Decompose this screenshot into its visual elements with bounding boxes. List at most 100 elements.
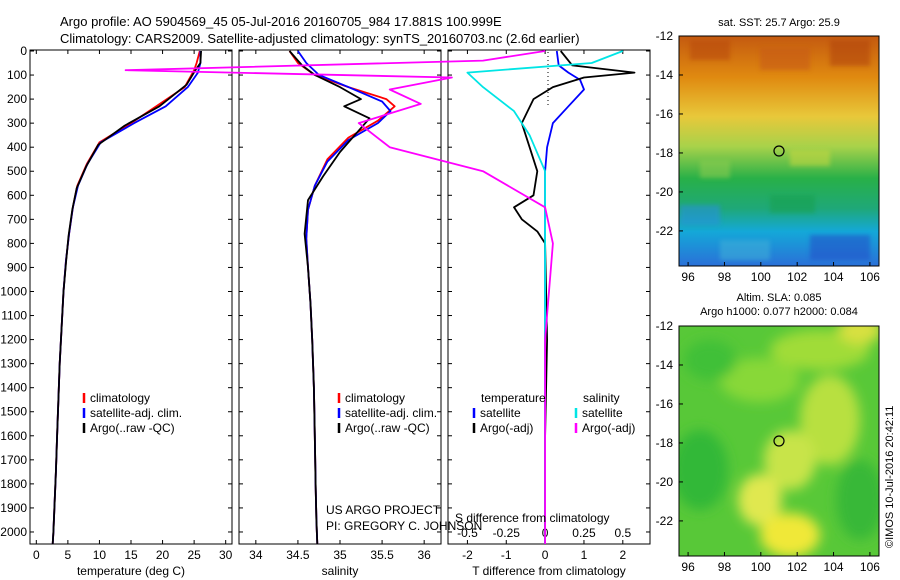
temperature-x-axis: 0 5 10 15 20 25 30 [33, 50, 233, 562]
x-tick-label: 20 [156, 548, 170, 562]
s-tick-label: -0.5 [457, 526, 478, 540]
map-x-tick-label: 104 [824, 560, 844, 574]
depth-tick-label: 200 [7, 92, 27, 106]
salinity-x-axis: 34 34.5 35 35.5 36 [249, 50, 431, 562]
depth-tick-label: 1200 [0, 333, 27, 347]
salinity-xlabel: salinity [322, 564, 359, 578]
depth-tick-label: 900 [7, 260, 27, 274]
x-tick-label: 25 [187, 548, 201, 562]
x-tick-label: 35.5 [370, 548, 394, 562]
depth-tick-label: 400 [7, 140, 27, 154]
x-tick-label: 34 [249, 548, 263, 562]
map-y-tick-label: -22 [656, 224, 674, 238]
x-tick-label: 0 [542, 548, 549, 562]
salinity-series [288, 50, 396, 545]
temperature-series [51, 50, 202, 545]
map-y-tick-label: -16 [656, 107, 674, 121]
x-tick-label: -2 [462, 548, 473, 562]
depth-tick-label: 300 [7, 116, 27, 130]
legend-label: satellite [582, 406, 623, 420]
series-line [297, 50, 392, 545]
map-y-tick-label: -12 [656, 29, 674, 43]
sla-map-title-line2: Argo h1000: 0.077 h2000: 0.084 [700, 306, 858, 318]
legend-label: satellite-adj. clim. [345, 406, 437, 420]
map-x-tick-label: 96 [681, 560, 695, 574]
legend-label: Argo(..raw -QC) [90, 421, 175, 435]
x-tick-label: 1 [581, 548, 588, 562]
depth-tick-label: 500 [7, 164, 27, 178]
legend-label: Argo(..raw -QC) [345, 421, 430, 435]
map-y-tick-label: -18 [656, 146, 674, 160]
depth-tick-label: 1900 [0, 501, 27, 515]
depth-tick-label: 1700 [0, 453, 27, 467]
map-x-tick-label: 106 [860, 270, 880, 284]
depth-tick-label: 1100 [1, 309, 27, 323]
series-line [51, 50, 202, 545]
map-x-tick-label: 98 [718, 560, 732, 574]
imos-timestamp: ©IMOS 10-Jul-2016 20:42:11 [884, 406, 896, 548]
argo-location-marker [773, 435, 785, 447]
legend-title: temperature [481, 391, 546, 405]
difference-series [124, 50, 636, 544]
sst-map-frame [678, 35, 880, 267]
legend-label: climatology [90, 391, 150, 405]
legend-label: climatology [345, 391, 405, 405]
salinity-panel: 34 34.5 35 35.5 36 climatologysatellite-adj.… [238, 49, 482, 578]
header-line1: Argo profile: AO 5904569_45 05-Jul-2016 … [60, 14, 502, 29]
header-line2: Climatology: CARS2009. Satellite-adjuste… [60, 31, 580, 46]
depth-tick-label: 2000 [0, 525, 27, 539]
map-x-tick-label: 106 [860, 560, 880, 574]
series-line [288, 50, 371, 545]
depth-tick-label: 1000 [0, 284, 27, 298]
series-line [513, 50, 636, 544]
map-y-tick-label: -14 [656, 68, 674, 82]
s-difference-xlabel: S difference from climatology [455, 511, 610, 525]
depth-tick-label: 1600 [0, 429, 27, 443]
difference-axes-frame [447, 49, 651, 545]
map-x-tick-label: 96 [681, 270, 695, 284]
depth-tick-label: 1400 [0, 381, 27, 395]
depth-tick-label: 1800 [0, 477, 27, 491]
sst-map-axes: 96 98 100 102 104 106 -12 -14 -16 -18 -20 -22 [656, 29, 881, 284]
depth-tick-label: 0 [20, 44, 27, 58]
difference-panel: -2 -1 0 1 2 -0.5 -0.25 0 0.25 0.5 temperature sal… [124, 49, 651, 578]
x-tick-label: 0 [33, 548, 40, 562]
map-y-tick-label: -22 [656, 514, 674, 528]
salinity-axes-frame [238, 49, 442, 545]
x-tick-label: -1 [501, 548, 512, 562]
sla-map-panel: Altim. SLA: 0.085 Argo h1000: 0.077 h200… [656, 292, 881, 574]
map-y-tick-label: -16 [656, 397, 674, 411]
legend-label: satellite [480, 406, 521, 420]
difference-legend: temperature salinitysatelliteArgo(-adj)sa… [472, 391, 635, 435]
depth-tick-label: 100 [7, 68, 27, 82]
pi-annotation: PI: GREGORY C. JOHNSON [326, 519, 482, 533]
map-x-tick-label: 98 [718, 270, 732, 284]
x-tick-label: 34.5 [286, 548, 310, 562]
x-tick-label: 5 [65, 548, 72, 562]
salinity-depth-ticks [239, 50, 441, 533]
sla-map-title-line1: Altim. SLA: 0.085 [737, 292, 822, 304]
depth-tick-label: 1500 [0, 405, 27, 419]
x-tick-label: 15 [124, 548, 138, 562]
legend-title: salinity [583, 391, 620, 405]
map-y-tick-label: -20 [656, 475, 674, 489]
series-line [288, 50, 396, 545]
depth-axis: 0 100 200 300 400 500 600 700 800 900 1000 1100 1200… [0, 44, 232, 539]
x-tick-label: 2 [619, 548, 626, 562]
sst-map-panel: sat. SST: 25.7 Argo: 25.9 96 98 100 102 104 1… [656, 17, 881, 284]
map-x-tick-label: 102 [787, 560, 807, 574]
map-x-tick-label: 100 [751, 560, 771, 574]
map-y-tick-label: -20 [656, 185, 674, 199]
map-y-tick-label: -18 [656, 436, 674, 450]
project-annotation: US ARGO PROJECT [326, 503, 441, 517]
map-x-tick-label: 104 [824, 270, 844, 284]
legend-label: Argo(-adj) [582, 421, 635, 435]
temperature-xlabel: temperature (deg C) [77, 564, 185, 578]
depth-tick-label: 600 [7, 188, 27, 202]
map-y-tick-label: -12 [656, 319, 674, 333]
series-line [544, 50, 585, 544]
x-tick-label: 36 [417, 548, 431, 562]
